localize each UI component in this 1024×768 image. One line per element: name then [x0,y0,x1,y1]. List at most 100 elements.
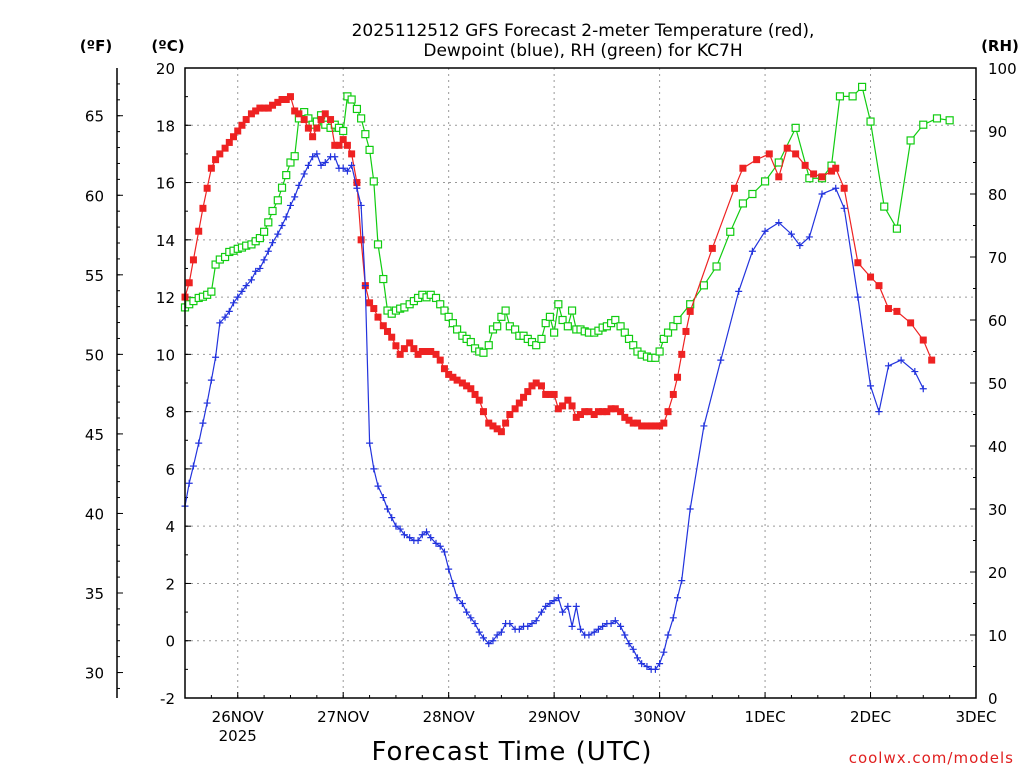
temperature-point [875,282,883,290]
rh-point [273,196,282,205]
dewpoint-point [919,385,927,393]
temperature-point [568,402,576,410]
temperature-point [907,319,915,327]
dewpoint-point [361,282,369,290]
temperature-point [238,121,246,129]
rh-point [466,337,475,347]
temperature-line [184,95,933,433]
rh-point [805,174,814,183]
temperature-point [660,419,668,427]
dewpoint-point [212,353,220,361]
rh-point [686,300,695,309]
dewpoint-point [388,514,396,522]
temperature-point [753,156,761,164]
dewpoint-point [282,213,290,221]
temperature-point [629,419,637,427]
dewpoint-point [260,256,268,264]
rh-point [541,319,550,328]
dewpoint-point [348,161,356,169]
dewpoint-point [199,419,207,427]
dewpoint-point [366,439,374,447]
temperature-point [207,164,215,172]
dewpoint-point [617,622,625,630]
rh-tick-label: 80 [988,186,1007,204]
temperature-point [590,411,598,418]
rh-point [748,189,757,199]
rh-point [651,353,660,362]
fahrenheit-unit-label: (ºF) [80,37,112,55]
dewpoint-point [585,631,593,639]
temperature-point [765,150,773,158]
temperature-point [388,333,396,341]
rh-point [453,325,462,334]
temperature-point [199,204,207,212]
dewpoint-point [625,640,633,648]
dewpoint-point [489,637,497,645]
dewpoint-point [524,622,532,630]
temperature-point [502,419,510,427]
temperature-point [203,184,211,192]
dewpoint-point [353,184,361,192]
rh-point [760,177,770,186]
temperature-point [515,399,523,407]
temperature-point [607,405,615,413]
fahrenheit-tick-label: 40 [85,505,104,523]
rh-point [919,120,928,129]
temperature-point [432,350,440,358]
temperature-point [295,110,303,118]
temperature-point [392,342,400,350]
rh-point [290,152,299,161]
fahrenheit-tick-label: 45 [85,426,104,444]
celsius-tick-label: 8 [165,404,175,422]
rh-point [493,322,502,331]
dewpoint-point [493,631,501,639]
dewpoint-point [568,622,576,630]
dewpoint-point [406,534,414,542]
axes [116,67,977,699]
rh-point [357,114,366,123]
temperature-point [656,422,664,430]
temperature-point [309,133,317,141]
rh-tick-label: 30 [988,501,1007,519]
chart-title-line1: 2025112512 GFS Forecast 2-meter Temperat… [352,21,815,41]
dewpoint-point [532,617,540,625]
rh-point [260,227,269,236]
temperature-point [343,141,351,149]
dewpoint-point [669,614,677,622]
dewpoint-point [875,408,883,416]
temperature-point [511,405,519,413]
temperature-point [313,124,321,132]
temperature-point [919,336,927,344]
dewpoint-point [269,239,277,247]
dewpoint-point [651,665,659,673]
rh-point [436,300,445,309]
temperature-point [564,396,572,404]
dewpoint-point [278,222,286,229]
temperature-point [528,382,536,390]
celsius-tick-label: -2 [160,690,175,708]
temperature-point [884,305,892,313]
rh-point [361,130,370,139]
dewpoint-point [195,439,203,447]
dewpoint-point [242,282,250,290]
rh-point [835,92,845,101]
temperature-point [357,236,365,244]
x-tick-label: 28NOV [423,708,476,726]
rh-point [673,315,682,325]
rh-point [448,319,457,328]
rh-point [365,145,374,154]
temperature-point [247,110,255,118]
dewpoint-point [832,184,840,192]
dewpoint-point [643,663,651,670]
dewpoint-point [286,201,294,209]
rh-point [866,117,875,126]
dewpoint-point [449,579,457,587]
temperature-point [418,348,426,355]
temperature-point [524,388,532,396]
dewpoint-point [787,230,795,238]
dewpoint-point [357,201,365,209]
rh-point [339,126,348,136]
rh-point [726,227,735,236]
rh-point [268,206,277,216]
temperature-point [274,98,282,106]
